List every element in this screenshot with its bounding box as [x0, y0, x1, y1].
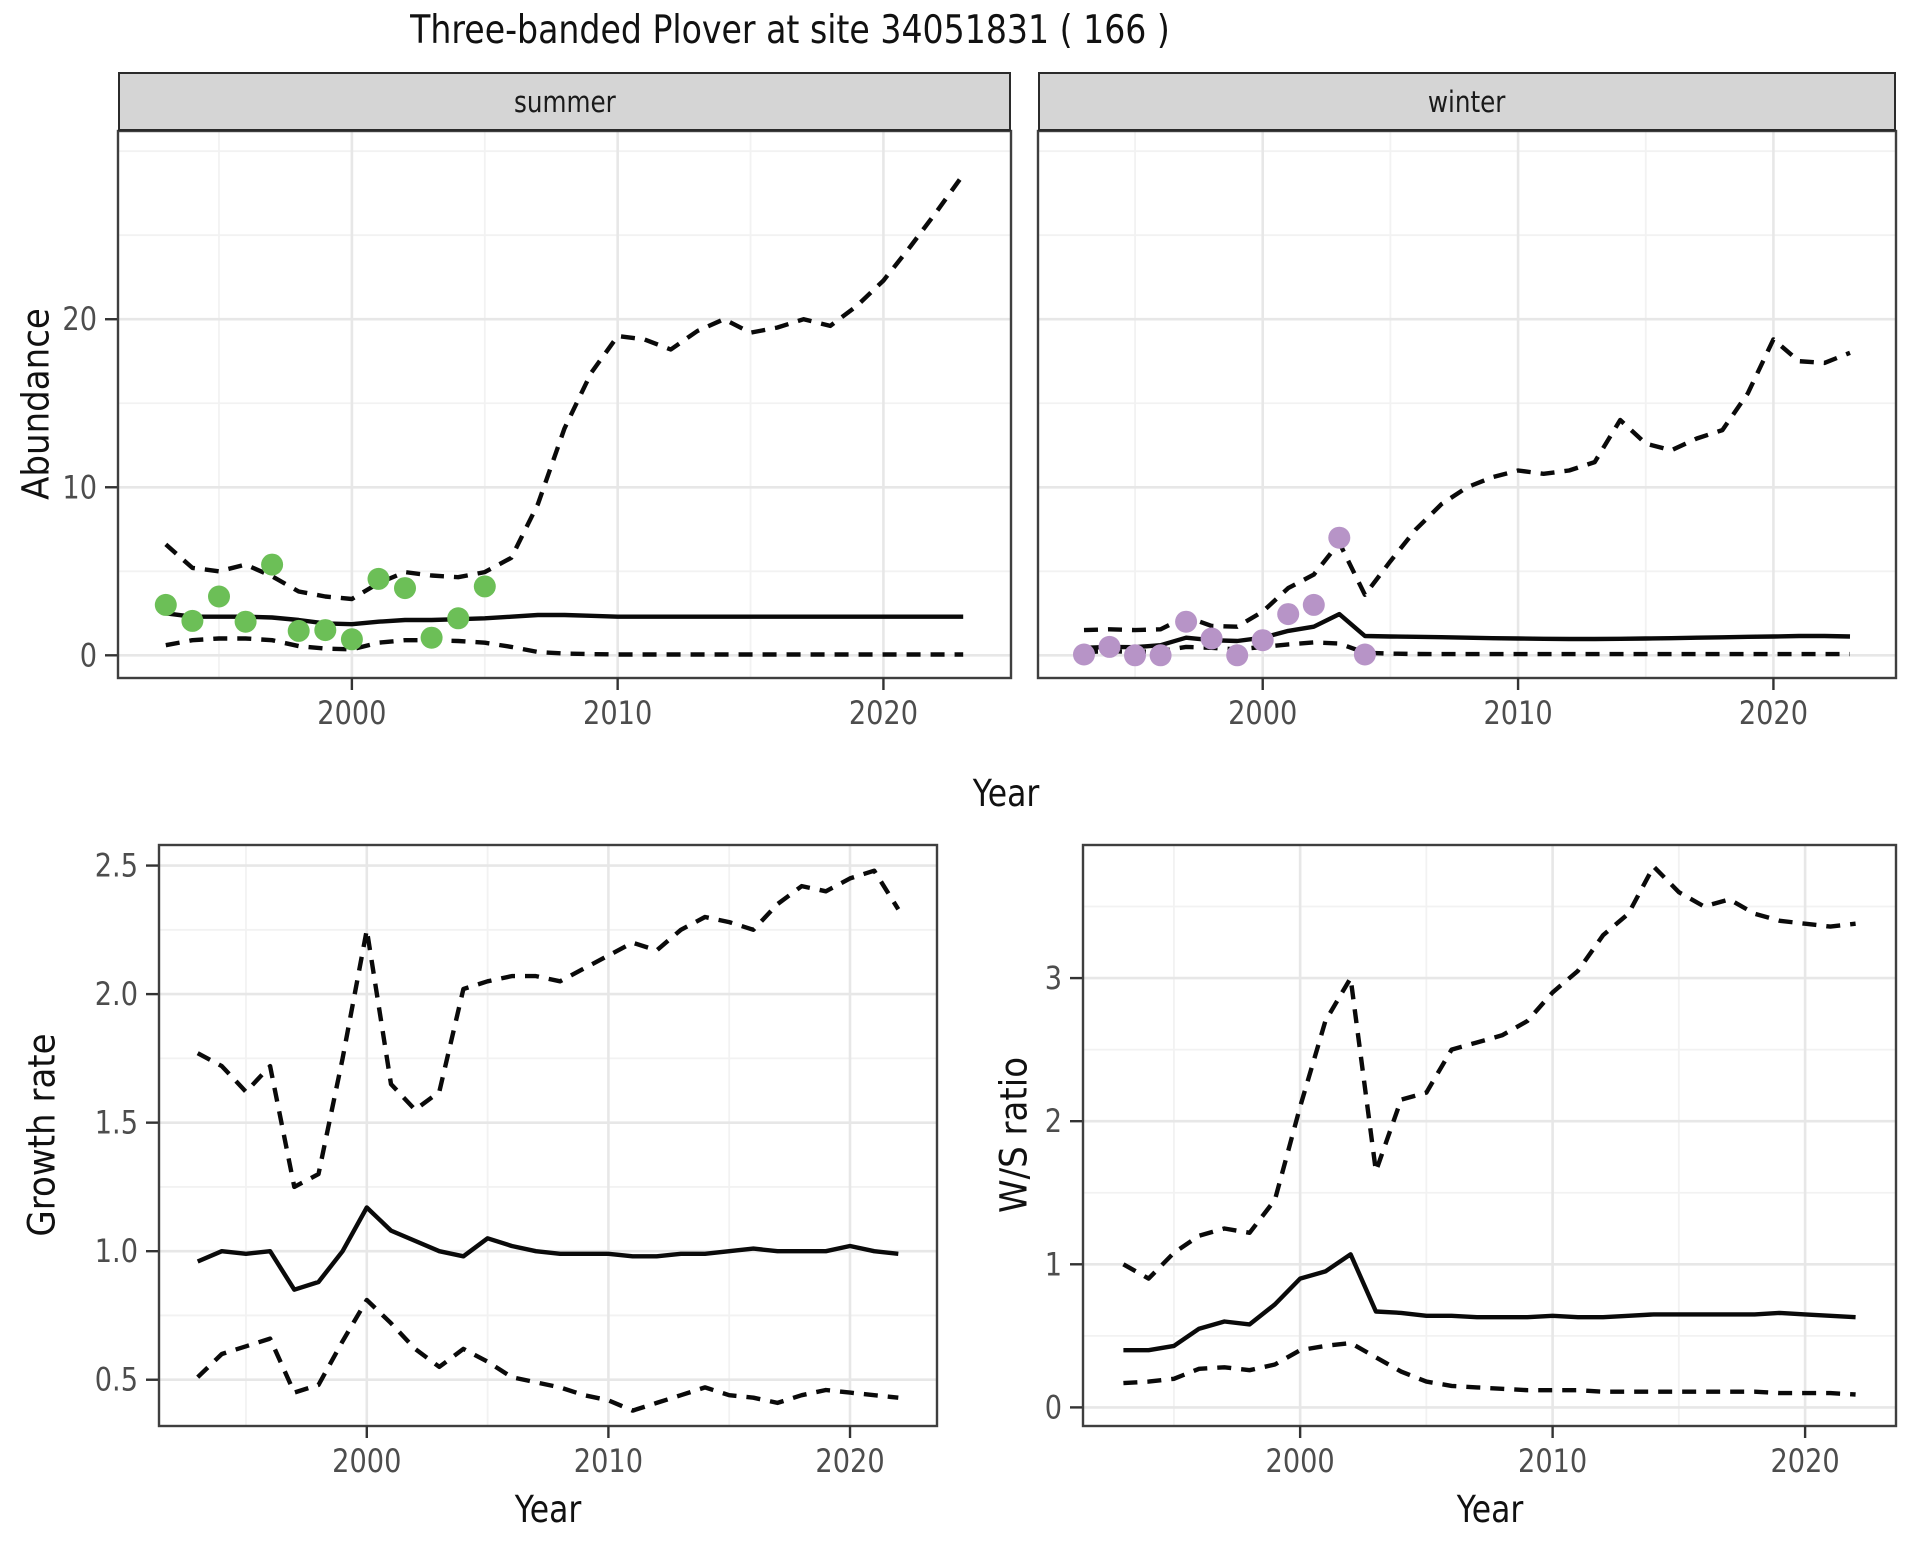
x-tick-label: 2000: [332, 1443, 401, 1481]
x-tick-label: 2020: [815, 1443, 884, 1481]
x-tick-label: 2020: [849, 695, 918, 733]
growth-rate-axis-title: Growth rate: [20, 1033, 64, 1237]
x-tick-label: 2010: [574, 1443, 643, 1481]
panel-abundance-summer: 2000 2010 2020 0 10 20: [62, 129, 1013, 733]
y-tick-label: 2.5: [95, 847, 138, 885]
y-tick-label: 0.5: [95, 1362, 138, 1400]
top-year-axis-title: Year: [972, 772, 1040, 815]
abundance-summer-observation-point: [234, 610, 257, 633]
ws-ratio-lower_ci-line: [1123, 1340, 1856, 1397]
facet-strip-winter: winter: [1038, 72, 1896, 131]
abundance-summer-upper_ci-line: [164, 173, 965, 602]
abundance-winter-observation-point: [1226, 644, 1249, 667]
abundance-winter-observation-point: [1251, 629, 1274, 652]
panel-ws-ratio: 2000 2010 2020 0 1 2 3: [1045, 843, 1898, 1481]
panel-background: [1038, 131, 1896, 678]
ws-ratio-median-line: [1123, 1252, 1856, 1353]
figure-title: Three-banded Plover at site 34051831 ( 1…: [410, 8, 1170, 53]
abundance-summer-observation-point: [367, 567, 390, 590]
abundance-winter-upper_ci-line: [1083, 337, 1851, 633]
y-tick-label: 20: [62, 301, 97, 339]
panel-abundance-winter: 2000 2010 2020: [1036, 129, 1898, 733]
growth-rate-median-line: [196, 1205, 899, 1292]
y-tick-label: 3: [1045, 960, 1062, 998]
x-tick-label: 2000: [1228, 695, 1297, 733]
panel-background: [159, 845, 937, 1426]
facet-strip-winter-label: winter: [1428, 84, 1506, 119]
growth-rate-upper_ci-line: [196, 868, 901, 1190]
abundance-winter-observation-point: [1149, 644, 1172, 667]
panel-border: [1036, 129, 1898, 680]
abundance-winter-observation-point: [1277, 603, 1300, 626]
abundance-summer-observation-point: [447, 607, 470, 630]
abundance-winter-observation-point: [1328, 526, 1351, 549]
y-tick-label: 2: [1045, 1103, 1062, 1141]
x-tick-label: 2020: [1739, 695, 1808, 733]
y-tick-label: 0: [80, 637, 97, 675]
abundance-summer-observation-point: [261, 553, 284, 576]
growth-year-axis-title: Year: [514, 1488, 582, 1531]
x-tick-label: 2010: [1483, 695, 1552, 733]
panel-background: [1083, 845, 1896, 1426]
growth-rate-lower_ci-line: [196, 1297, 899, 1413]
abundance-winter-observation-point: [1175, 610, 1198, 633]
y-tick-label: 1.5: [95, 1105, 138, 1143]
panel-border: [1081, 843, 1898, 1428]
facet-strip-summer-label: summer: [513, 84, 616, 119]
x-tick-label: 2010: [583, 695, 652, 733]
panel-border: [116, 129, 1013, 680]
abundance-winter-observation-point: [1124, 644, 1146, 667]
abundance-summer-observation-point: [420, 626, 443, 649]
y-tick-label: 1.0: [95, 1233, 138, 1271]
panel-growth-rate: 2000 2010 2020 0.5 1.0 1.5 2.0 2.5: [95, 843, 939, 1481]
y-tick-label: 10: [62, 469, 97, 507]
ws-ratio-axis-title: W/S ratio: [992, 1056, 1036, 1214]
x-tick-label: 2000: [317, 695, 386, 733]
x-tick-label: 2020: [1771, 1443, 1840, 1481]
y-tick-label: 1: [1045, 1246, 1062, 1284]
facet-strip-summer: summer: [118, 72, 1011, 131]
abundance-winter-observation-point: [1353, 643, 1376, 666]
abundance-summer-observation-point: [340, 628, 363, 651]
abundance-winter-observation-point: [1302, 593, 1325, 616]
abundance-winter-observation-point: [1200, 627, 1223, 650]
abundance-winter-observation-point: [1073, 643, 1095, 666]
abundance-winter-observation-point: [1098, 635, 1121, 658]
abundance-summer-observation-point: [154, 593, 177, 616]
abundance-axis-title: Abundance: [14, 308, 58, 500]
abundance-summer-observation-point: [287, 619, 310, 642]
ws-year-axis-title: Year: [1456, 1488, 1524, 1531]
x-tick-label: 2010: [1518, 1443, 1587, 1481]
abundance-summer-observation-point: [394, 577, 416, 600]
abundance-summer-observation-point: [314, 619, 337, 642]
abundance-summer-observation-point: [473, 575, 496, 598]
panel-background: [118, 131, 1011, 678]
x-tick-label: 2000: [1266, 1443, 1335, 1481]
y-tick-label: 0: [1045, 1389, 1062, 1427]
y-tick-label: 2.0: [95, 976, 138, 1014]
abundance-summer-observation-point: [208, 585, 230, 608]
abundance-summer-observation-point: [181, 609, 204, 632]
panel-border: [157, 843, 939, 1428]
